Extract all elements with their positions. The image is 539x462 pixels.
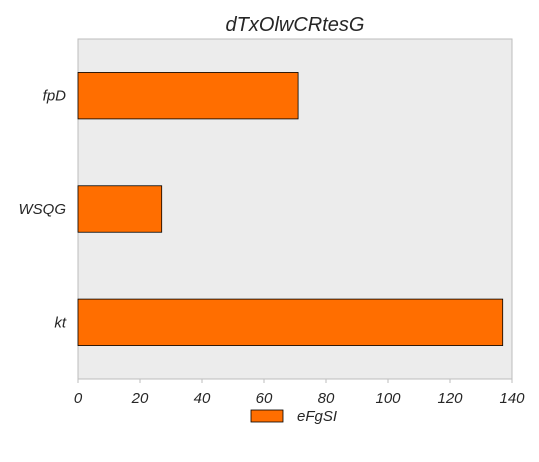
x-tick-label: 0: [74, 390, 83, 407]
x-tick-label: 20: [131, 390, 149, 407]
x-tick-label: 100: [375, 390, 401, 407]
chart-title: dTxOlwCRtesG: [226, 14, 365, 36]
y-tick-label: WSQG: [19, 201, 67, 218]
x-tick-label: 40: [194, 390, 211, 407]
y-tick-labels: fpD WSQG kt: [19, 88, 67, 332]
x-tick-labels: 0 20 40 60 80 100 120 140: [74, 379, 525, 407]
x-tick-label: 80: [318, 390, 335, 407]
y-tick-label: fpD: [43, 88, 67, 105]
y-tick-label: kt: [54, 314, 67, 331]
bar-fpD: [78, 72, 298, 118]
legend-swatch: [251, 410, 283, 422]
bar-kt: [78, 299, 503, 345]
legend: eFgSI: [251, 408, 337, 425]
x-tick-label: 120: [437, 390, 463, 407]
x-tick-label: 140: [499, 390, 525, 407]
legend-label: eFgSI: [297, 408, 337, 425]
x-tick-label: 60: [256, 390, 273, 407]
bar-WSQG: [78, 186, 162, 232]
